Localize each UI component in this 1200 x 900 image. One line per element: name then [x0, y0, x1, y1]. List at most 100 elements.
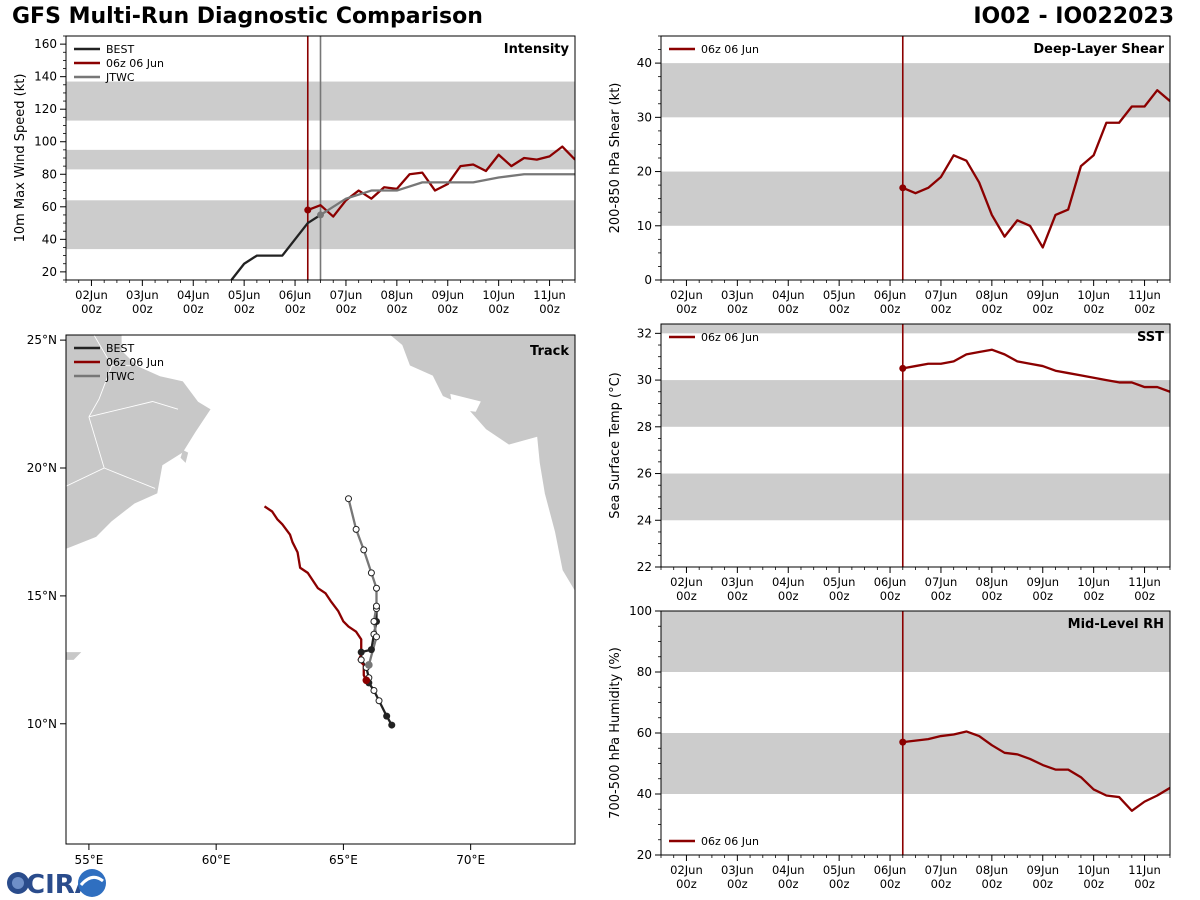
- country-border-0: [88, 335, 113, 418]
- rh-frame: [660, 610, 1171, 856]
- track-ytick-label: 10°N: [27, 717, 57, 731]
- sst-title: SST: [1137, 330, 1164, 345]
- gulf-of-kutch: [450, 393, 481, 412]
- sst-ytick-label: 28: [637, 420, 652, 434]
- rh-ytick-label: 40: [637, 787, 652, 801]
- shear-legend-label-gfs: 06z 06 Jun: [701, 43, 759, 56]
- sst-ytick-label: 22: [637, 560, 652, 574]
- shear-xtick-label-date: 05Jun: [823, 288, 856, 302]
- intensity-init-point: [304, 206, 312, 214]
- intensity-xtick-label-hour: 00z: [437, 302, 458, 316]
- shear-ytick-label: 40: [637, 56, 652, 70]
- sst-ytick-label: 32: [637, 326, 652, 340]
- track-point-jtwc: [360, 546, 368, 554]
- rh-series-gfs: [902, 730, 1170, 812]
- intensity-ytick-label: 20: [42, 265, 57, 279]
- sst-frame: [660, 323, 1171, 568]
- sst-xtick-label-date: 04Jun: [772, 575, 805, 589]
- rh-xtick-label-date: 06Jun: [874, 863, 907, 877]
- shear-plot-area: [661, 36, 1170, 280]
- shear-xtick-label-hour: 00z: [880, 302, 901, 316]
- rh-xtick-label-date: 07Jun: [925, 863, 958, 877]
- sst-xtick-label-hour: 00z: [1134, 589, 1155, 603]
- sst-band-1: [661, 380, 1170, 427]
- intensity-ytick-label: 140: [34, 70, 57, 84]
- sst-xtick-label-hour: 00z: [931, 589, 952, 603]
- sst-xtick-label-hour: 00z: [1083, 589, 1104, 603]
- rh-xtick-label-date: 10Jun: [1077, 863, 1110, 877]
- sst-ytick-label: 26: [637, 467, 652, 481]
- intensity-xtick-label-hour: 00z: [183, 302, 204, 316]
- intensity-jtwc-init-point: [317, 211, 324, 219]
- country-border-2: [66, 416, 105, 487]
- track-point-jtwc: [365, 661, 373, 669]
- track-xtick-label: 70°E: [456, 853, 485, 867]
- socotra-island: [66, 652, 82, 660]
- shear-init-point: [899, 184, 907, 192]
- rh-band-0: [661, 733, 1170, 794]
- track-point-best: [370, 687, 378, 695]
- country-border-4: [104, 467, 156, 489]
- shear-xtick-label-hour: 00z: [1134, 302, 1155, 316]
- shear-xtick-label-hour: 00z: [676, 302, 697, 316]
- rh-xtick-label-date: 03Jun: [721, 863, 754, 877]
- track-frame: [65, 334, 576, 845]
- intensity-xtick-label-hour: 00z: [81, 302, 102, 316]
- rh-xtick-label-hour: 00z: [982, 877, 1003, 891]
- shear-xtick-label-hour: 00z: [778, 302, 799, 316]
- shear-ytick-label: 0: [644, 273, 652, 287]
- shear-ytick-label: 30: [637, 110, 652, 124]
- intensity-xtick-label-date: 07Jun: [330, 288, 363, 302]
- shear-ytick-label: 20: [637, 165, 652, 179]
- intensity-series-jtwc: [319, 173, 575, 216]
- page-title: GFS Multi-Run Diagnostic Comparison: [12, 4, 483, 29]
- intensity-xtick-label-date: 04Jun: [177, 288, 210, 302]
- rh-ytick-label: 20: [637, 848, 652, 862]
- rh-xtick-label-hour: 00z: [1032, 877, 1053, 891]
- track-legend-label-best: BEST: [106, 342, 134, 355]
- intensity-xtick-label-hour: 00z: [285, 302, 306, 316]
- intensity-plot-area: [66, 36, 575, 280]
- rh-ytick-label: 60: [637, 726, 652, 740]
- intensity-band-0: [66, 200, 575, 250]
- track-point-best: [388, 721, 396, 729]
- track-point-gfs: [362, 676, 371, 685]
- intensity-xtick-label-date: 05Jun: [228, 288, 261, 302]
- intensity-xtick-label-hour: 00z: [234, 302, 255, 316]
- sst-xtick-label-hour: 00z: [676, 589, 697, 603]
- shear-xtick-label-date: 10Jun: [1077, 288, 1110, 302]
- sst-xtick-label-hour: 00z: [880, 589, 901, 603]
- intensity-title: Intensity: [504, 42, 570, 57]
- intensity-xtick-label-hour: 00z: [132, 302, 153, 316]
- intensity-ytick-label: 40: [42, 232, 57, 246]
- rh-xtick-label-hour: 00z: [727, 877, 748, 891]
- sst-xtick-label-date: 05Jun: [823, 575, 856, 589]
- shear-xtick-label-date: 03Jun: [721, 288, 754, 302]
- track-ytick-label: 20°N: [27, 461, 57, 475]
- globe-inner-icon: [12, 877, 24, 889]
- track-point-best: [375, 697, 383, 705]
- rh-xtick-label-date: 05Jun: [823, 863, 856, 877]
- intensity-xtick-label-date: 02Jun: [75, 288, 108, 302]
- shear-series-gfs: [902, 89, 1170, 249]
- track-point-jtwc: [352, 525, 360, 533]
- rh-xtick-label-date: 02Jun: [670, 863, 703, 877]
- intensity-ytick-label: 100: [34, 135, 57, 149]
- shear-xtick-label-date: 06Jun: [874, 288, 907, 302]
- shear-xtick-label-hour: 00z: [1083, 302, 1104, 316]
- track-ytick-label: 25°N: [27, 333, 57, 347]
- sst-ytick-label: 30: [637, 373, 652, 387]
- arabia-land: [66, 335, 212, 550]
- rh-xtick-label-hour: 00z: [880, 877, 901, 891]
- rh-xtick-label-hour: 00z: [829, 877, 850, 891]
- intensity-xtick-label-date: 08Jun: [381, 288, 414, 302]
- shear-xtick-label-hour: 00z: [931, 302, 952, 316]
- storm-id-title: IO02 - IO022023: [973, 4, 1174, 29]
- intensity-xtick-label-date: 06Jun: [279, 288, 312, 302]
- track-point-best: [372, 605, 380, 613]
- track-point-best: [357, 648, 365, 656]
